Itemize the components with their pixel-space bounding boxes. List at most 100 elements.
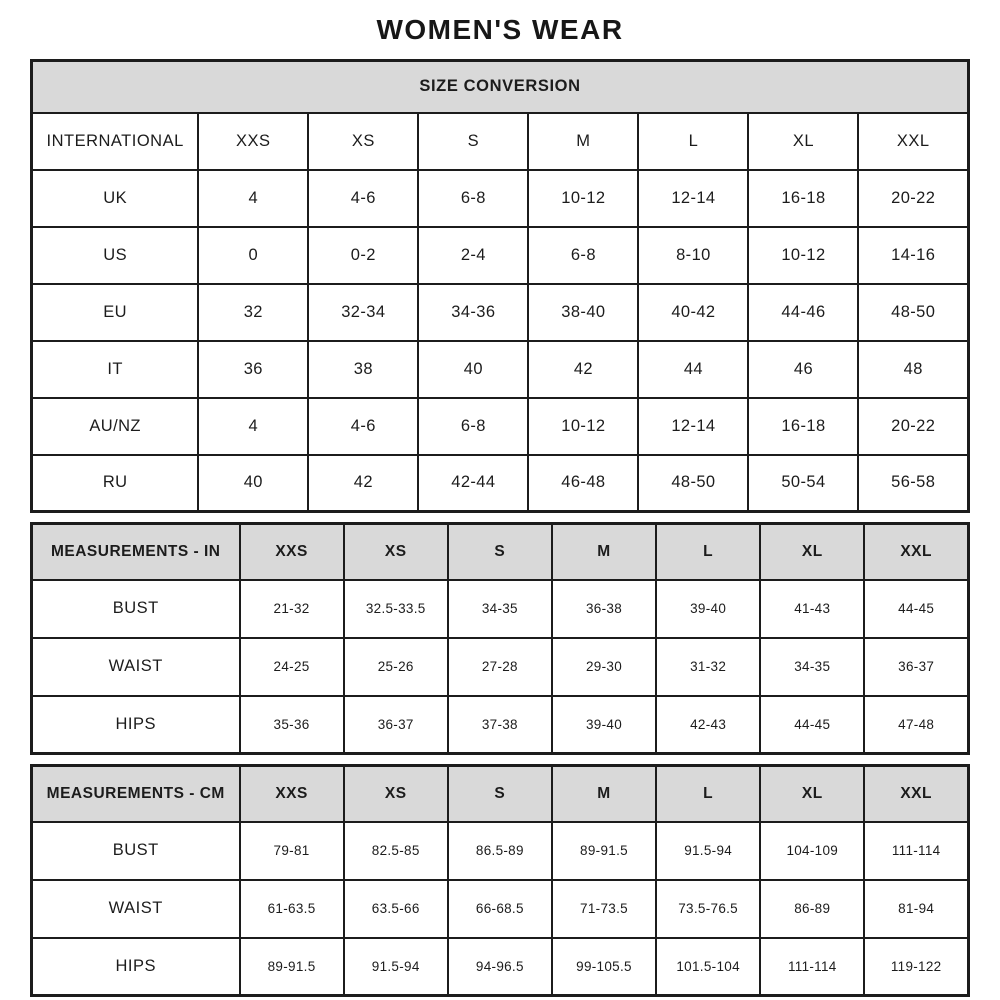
value-cell: 37-38 [446,694,553,755]
value-cell: 61-63.5 [238,878,345,939]
value-cell: 2-4 [417,225,530,285]
value-cell: 35-36 [238,694,345,755]
value-cell: 14-16 [857,225,970,285]
column-header-size: XS [342,522,449,581]
value-cell: 32.5-33.5 [342,578,449,639]
value-cell: 36-37 [863,636,970,697]
value-cell: 44-45 [863,578,970,639]
value-cell: 94-96.5 [446,936,553,997]
value-cell: 16-18 [747,168,860,228]
value-cell: 10-12 [747,225,860,285]
value-cell: 20-22 [857,168,970,228]
value-cell: 34-35 [446,578,553,639]
row-label: BUST [30,578,241,639]
measurements-cm-table: MEASUREMENTS - CM XXS XS S M L XL XXL BUST 79-81 8… [30,764,970,997]
value-cell: 25-26 [342,636,449,697]
value-cell: 40-42 [637,282,750,342]
row-label: UK [30,168,200,228]
table-row: RU 40 42 42-44 46-48 48-50 50-54 56-58 [30,453,970,513]
table-row: WAIST 24-25 25-26 27-28 29-30 31-32 34-35 36-37 [30,636,970,697]
value-cell: 36-37 [342,694,449,755]
row-label: IT [30,339,200,399]
value-cell: 56-58 [857,453,970,513]
value-cell: 20-22 [857,396,970,456]
value-cell: 27-28 [446,636,553,697]
value-cell: 36-38 [550,578,658,639]
value-cell: 34-36 [417,282,530,342]
value-cell: 44-46 [747,282,860,342]
row-label: AU/NZ [30,396,200,456]
value-cell: 6-8 [417,168,530,228]
value-cell: 6-8 [527,225,640,285]
table-row: EU 32 32-34 34-36 38-40 40-42 44-46 48-50 [30,282,970,342]
value-cell: 34-35 [759,636,866,697]
value-cell: 47-48 [863,694,970,755]
value-cell: 38 [307,339,420,399]
column-header-size: XXS [197,111,310,171]
value-cell: 39-40 [550,694,658,755]
value-cell: 0-2 [307,225,420,285]
value-cell: 48-50 [857,282,970,342]
value-cell: 0 [197,225,310,285]
row-label: WAIST [30,878,241,939]
value-cell: 111-114 [863,820,970,881]
value-cell: 40 [197,453,310,513]
column-header-size: XXS [238,764,345,823]
column-header-size: L [655,522,762,581]
value-cell: 44-45 [759,694,866,755]
table-title: MEASUREMENTS - CM [30,764,241,823]
row-label: US [30,225,200,285]
column-header-size: L [655,764,762,823]
value-cell: 63.5-66 [342,878,449,939]
value-cell: 21-32 [238,578,345,639]
value-cell: 99-105.5 [550,936,658,997]
column-header-size: S [446,764,553,823]
row-label: BUST [30,820,241,881]
value-cell: 48 [857,339,970,399]
value-cell: 89-91.5 [550,820,658,881]
value-cell: 24-25 [238,636,345,697]
value-cell: 111-114 [759,936,866,997]
value-cell: 42 [527,339,640,399]
value-cell: 42-44 [417,453,530,513]
value-cell: 86-89 [759,878,866,939]
column-header-size: XL [759,764,866,823]
value-cell: 4-6 [307,396,420,456]
value-cell: 42-43 [655,694,762,755]
column-header-size: XL [747,111,860,171]
column-header-size: S [417,111,530,171]
value-cell: 44 [637,339,750,399]
value-cell: 4 [197,396,310,456]
row-label: HIPS [30,936,241,997]
value-cell: 29-30 [550,636,658,697]
value-cell: 40 [417,339,530,399]
value-cell: 46 [747,339,860,399]
value-cell: 10-12 [527,396,640,456]
table-row: HIPS 89-91.5 91.5-94 94-96.5 99-105.5 101.5-1… [30,936,970,997]
column-header-size: L [637,111,750,171]
column-header-size: XXL [863,522,970,581]
value-cell: 79-81 [238,820,345,881]
value-cell: 4 [197,168,310,228]
value-cell: 42 [307,453,420,513]
value-cell: 32 [197,282,310,342]
table-title: SIZE CONVERSION [30,59,970,114]
row-label: EU [30,282,200,342]
value-cell: 82.5-85 [342,820,449,881]
value-cell: 41-43 [759,578,866,639]
row-label: WAIST [30,636,241,697]
column-header-size: S [446,522,553,581]
row-label: RU [30,453,200,513]
column-header-size: XXL [857,111,970,171]
value-cell: 31-32 [655,636,762,697]
measurements-in-table: MEASUREMENTS - IN XXS XS S M L XL XXL BUST 21-32 3… [30,522,970,755]
value-cell: 12-14 [637,168,750,228]
value-cell: 39-40 [655,578,762,639]
table-row: UK 4 4-6 6-8 10-12 12-14 16-18 20-22 [30,168,970,228]
column-header-size: XS [307,111,420,171]
value-cell: 6-8 [417,396,530,456]
column-header-size: XXS [238,522,345,581]
row-label: HIPS [30,694,241,755]
value-cell: 91.5-94 [342,936,449,997]
